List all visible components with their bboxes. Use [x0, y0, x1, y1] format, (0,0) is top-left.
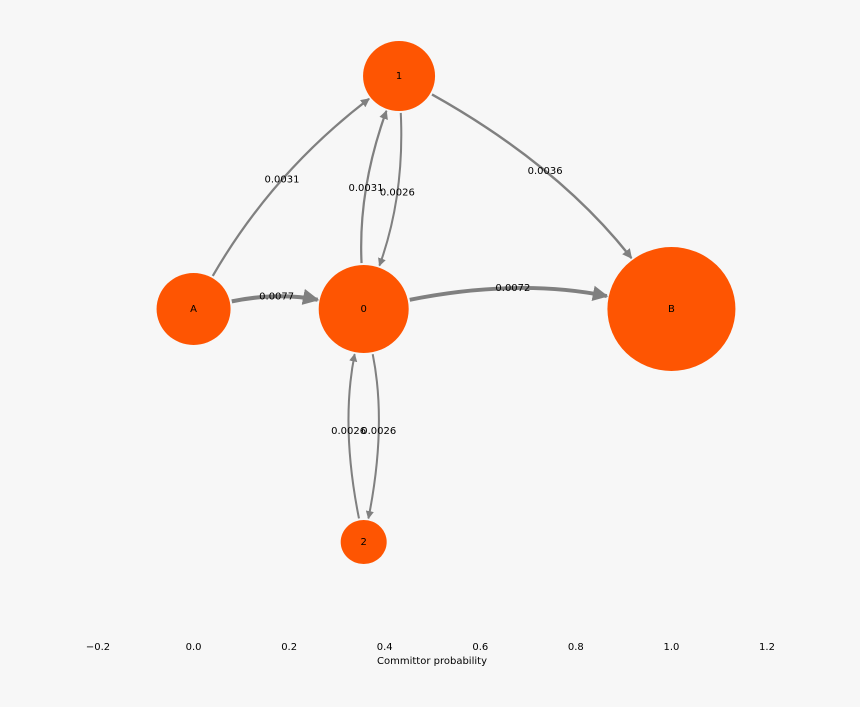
- node-label: 2: [361, 537, 367, 548]
- edge: [360, 110, 388, 264]
- edge: [431, 93, 633, 259]
- edge: [347, 353, 360, 519]
- node: [156, 273, 231, 345]
- edge-label: 0.0077: [259, 291, 294, 302]
- edge-label: 0.0036: [528, 166, 563, 177]
- node: [318, 265, 409, 353]
- node-label: 0: [361, 304, 367, 315]
- node-label: B: [668, 304, 675, 315]
- edge-label: 0.0031: [264, 175, 299, 186]
- node: [340, 520, 387, 564]
- node-label: 1: [396, 71, 402, 82]
- edge: [365, 353, 380, 520]
- edge: [211, 97, 370, 277]
- edge-label: 0.0026: [380, 188, 415, 199]
- edge-label: 0.0026: [361, 426, 396, 437]
- node-label: A: [190, 304, 197, 315]
- edge-label: 0.0031: [349, 183, 384, 194]
- x-tick-label: 0.0: [186, 642, 202, 653]
- edge: [378, 112, 403, 267]
- x-axis-label: Committor probability: [377, 656, 487, 667]
- x-tick-label: 1.0: [663, 642, 679, 653]
- edge-label: 0.0072: [495, 283, 530, 294]
- edge: [231, 288, 320, 305]
- x-tick-label: 0.6: [472, 642, 488, 653]
- x-tick-label: 0.4: [377, 642, 393, 653]
- x-tick-label: 0.2: [281, 642, 297, 653]
- x-tick-label: 0.8: [568, 642, 584, 653]
- edge: [409, 285, 609, 302]
- edge-label: 0.0026: [331, 426, 366, 437]
- x-tick-label: −0.2: [86, 642, 110, 653]
- x-tick-label: 1.2: [759, 642, 775, 653]
- node: [607, 247, 736, 371]
- node: [363, 41, 436, 111]
